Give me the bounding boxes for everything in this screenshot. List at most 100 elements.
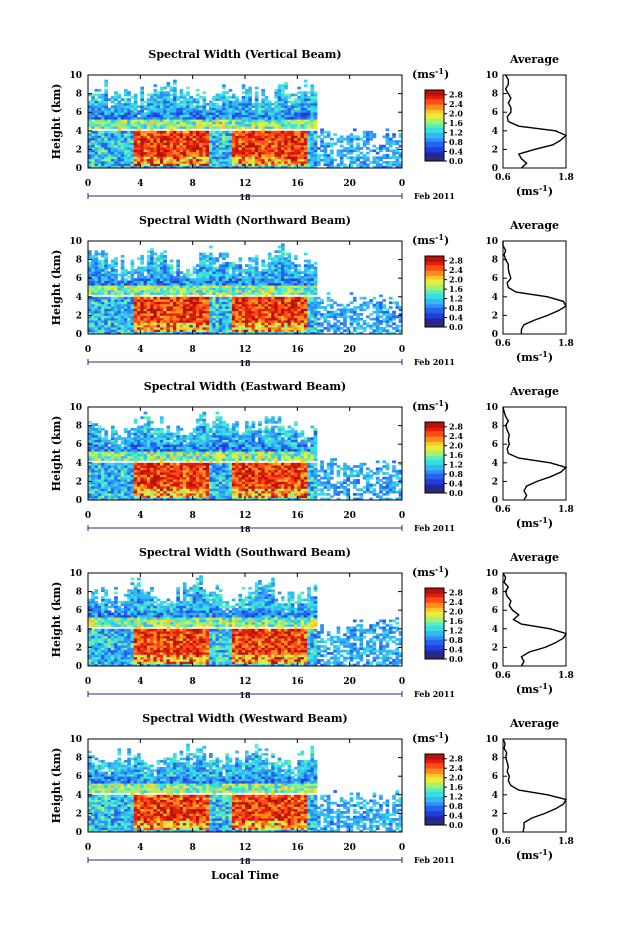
avg-x-tick-label: 0.6 xyxy=(495,505,511,515)
colorbar xyxy=(424,421,445,494)
panel-2: Spectral Width (Eastward Beam) 0 2 4 6 8 10 0 4 8… xyxy=(50,380,574,534)
avg-x-tick-label: 1.8 xyxy=(558,339,574,349)
colorbar-tick-label: 0.0 xyxy=(449,322,463,332)
colorbar-tick-label: 2.8 xyxy=(449,588,463,598)
y-tick-label: 2 xyxy=(76,311,82,321)
avg-y-tick-label: 2 xyxy=(492,809,498,819)
y-tick-label: 6 xyxy=(76,274,82,284)
x-tick-label: 20 xyxy=(343,179,356,189)
avg-y-tick-label: 6 xyxy=(492,606,498,616)
x-tick-label: 0 xyxy=(85,345,91,355)
avg-y-tick-label: 10 xyxy=(485,237,498,247)
avg-frame xyxy=(502,240,567,335)
colorbar xyxy=(424,255,445,328)
colorbar-tick-label: 0.4 xyxy=(449,313,463,323)
date-marker: 18 xyxy=(239,358,251,368)
y-axis-label: Height (km) xyxy=(50,250,63,326)
colorbar-tick-label: 2.4 xyxy=(449,265,463,275)
panel-title: Spectral Width (Northward Beam) xyxy=(139,214,351,227)
avg-frame xyxy=(502,572,567,667)
x-tick-label: 20 xyxy=(343,345,356,355)
colorbar-tick-label: 1.2 xyxy=(449,626,463,636)
avg-y-tick-label: 6 xyxy=(492,440,498,450)
colorbar-unit-label: (ms-1) xyxy=(412,232,449,247)
colorbar-unit-label: (ms-1) xyxy=(412,66,449,81)
heatmap-cells xyxy=(88,411,403,501)
colorbar-unit-label: (ms-1) xyxy=(412,730,449,745)
colorbar xyxy=(424,89,445,162)
colorbar-tick-label: 1.2 xyxy=(449,460,463,470)
panel-title: Spectral Width (Eastward Beam) xyxy=(144,380,346,393)
colorbar-tick-label: 0.4 xyxy=(449,147,463,157)
x-tick-label: 12 xyxy=(239,345,252,355)
x-tick-label: 4 xyxy=(137,511,143,521)
colorbar-tick-label: 1.2 xyxy=(449,792,463,802)
avg-x-label: (ms-1) xyxy=(516,681,553,696)
y-tick-label: 10 xyxy=(69,71,82,81)
colorbar-tick-label: 0.8 xyxy=(449,801,463,811)
avg-y-tick-label: 8 xyxy=(492,90,498,100)
y-tick-label: 4 xyxy=(76,791,82,801)
x-tick-label: 8 xyxy=(190,511,196,521)
y-tick-label: 0 xyxy=(76,496,82,506)
x-tick-label: 0 xyxy=(399,843,405,853)
avg-x-tick-label: 0.6 xyxy=(495,671,511,681)
colorbar-tick-label: 2.4 xyxy=(449,597,463,607)
x-tick-label: 20 xyxy=(343,843,356,853)
avg-title: Average xyxy=(509,385,559,398)
avg-profile-line xyxy=(502,406,568,501)
y-tick-label: 4 xyxy=(76,127,82,137)
avg-y-tick-label: 2 xyxy=(492,477,498,487)
avg-y-tick-label: 8 xyxy=(492,256,498,266)
y-tick-label: 8 xyxy=(76,256,82,266)
colorbar-unit-label: (ms-1) xyxy=(412,564,449,579)
heatmap-cells xyxy=(88,575,403,667)
colorbar-tick-label: 2.4 xyxy=(449,431,463,441)
colorbar-tick-label: 0.0 xyxy=(449,156,463,166)
x-tick-label: 12 xyxy=(239,677,252,687)
avg-x-tick-label: 1.8 xyxy=(558,173,574,183)
avg-x-label: (ms-1) xyxy=(516,847,553,862)
avg-x-label: (ms-1) xyxy=(516,515,553,530)
colorbar-tick-label: 0.8 xyxy=(449,137,463,147)
avg-x-label: (ms-1) xyxy=(516,183,553,198)
x-tick-label: 8 xyxy=(190,179,196,189)
y-tick-label: 8 xyxy=(76,90,82,100)
colorbar-tick-label: 2.8 xyxy=(449,90,463,100)
date-marker: 18 xyxy=(239,192,251,202)
avg-frame xyxy=(502,406,567,501)
avg-y-tick-label: 0 xyxy=(492,330,498,340)
avg-profile-line xyxy=(502,241,567,334)
avg-x-tick-label: 0.6 xyxy=(495,339,511,349)
date-marker: 18 xyxy=(239,690,251,700)
x-tick-label: 12 xyxy=(239,511,252,521)
x-tick-label: 20 xyxy=(343,511,356,521)
colorbar-tick-label: 0.4 xyxy=(449,479,463,489)
x-tick-label: 0 xyxy=(399,179,405,189)
avg-y-tick-label: 2 xyxy=(492,643,498,653)
panel-title: Spectral Width (Vertical Beam) xyxy=(148,48,341,61)
colorbar-tick-label: 0.8 xyxy=(449,469,463,479)
y-tick-label: 6 xyxy=(76,606,82,616)
avg-y-tick-label: 2 xyxy=(492,311,498,321)
avg-title: Average xyxy=(509,551,559,564)
colorbar-tick-label: 2.0 xyxy=(449,109,463,119)
avg-y-tick-label: 8 xyxy=(492,588,498,598)
avg-x-tick-label: 1.8 xyxy=(558,505,574,515)
y-tick-label: 6 xyxy=(76,772,82,782)
colorbar-tick-label: 2.8 xyxy=(449,422,463,432)
x-tick-label: 8 xyxy=(190,843,196,853)
x-tick-label: 8 xyxy=(190,677,196,687)
y-tick-label: 4 xyxy=(76,625,82,635)
avg-y-tick-label: 0 xyxy=(492,164,498,174)
y-axis-label: Height (km) xyxy=(50,84,63,160)
x-tick-label: 8 xyxy=(190,345,196,355)
colorbar-tick-label: 2.4 xyxy=(449,763,463,773)
colorbar-tick-label: 0.0 xyxy=(449,654,463,664)
avg-x-label: (ms-1) xyxy=(516,349,553,364)
colorbar-tick-label: 2.0 xyxy=(449,275,463,285)
x-tick-label: 16 xyxy=(291,677,304,687)
y-tick-label: 0 xyxy=(76,164,82,174)
colorbar-tick-label: 2.0 xyxy=(449,441,463,451)
y-tick-label: 6 xyxy=(76,108,82,118)
